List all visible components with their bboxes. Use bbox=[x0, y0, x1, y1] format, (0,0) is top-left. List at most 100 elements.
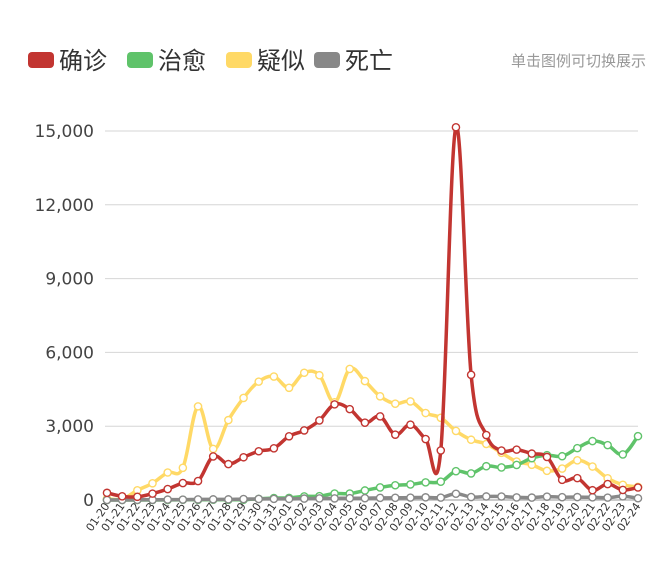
data-point[interactable] bbox=[284, 494, 294, 504]
data-point[interactable] bbox=[345, 364, 355, 374]
data-point[interactable] bbox=[557, 492, 567, 502]
data-point[interactable] bbox=[239, 494, 248, 504]
data-point[interactable] bbox=[466, 435, 476, 445]
data-point[interactable] bbox=[269, 443, 279, 453]
data-point[interactable] bbox=[299, 426, 309, 435]
data-point[interactable] bbox=[542, 452, 552, 462]
data-point[interactable] bbox=[375, 493, 385, 503]
data-point[interactable] bbox=[178, 463, 188, 473]
data-point[interactable] bbox=[390, 399, 400, 408]
data-point[interactable] bbox=[208, 495, 218, 504]
data-point[interactable] bbox=[451, 466, 461, 476]
data-point[interactable] bbox=[208, 452, 218, 461]
data-point[interactable] bbox=[390, 430, 400, 439]
data-point[interactable] bbox=[466, 370, 476, 380]
data-point[interactable] bbox=[527, 493, 537, 502]
data-point[interactable] bbox=[102, 488, 112, 498]
data-point[interactable] bbox=[588, 485, 597, 495]
data-point[interactable] bbox=[163, 468, 172, 477]
data-point[interactable] bbox=[557, 451, 567, 461]
data-point[interactable] bbox=[224, 495, 233, 504]
legend[interactable]: 确诊 治愈 疑似 死亡 bbox=[28, 47, 393, 75]
data-point[interactable] bbox=[178, 478, 188, 488]
data-point[interactable] bbox=[451, 426, 461, 436]
data-point[interactable] bbox=[512, 460, 521, 470]
data-point[interactable] bbox=[193, 495, 203, 504]
data-point[interactable] bbox=[239, 393, 248, 403]
data-point[interactable] bbox=[436, 446, 446, 455]
data-point[interactable] bbox=[315, 370, 324, 380]
data-point[interactable] bbox=[573, 473, 582, 483]
data-point[interactable] bbox=[618, 450, 628, 459]
data-point[interactable] bbox=[497, 446, 506, 455]
data-point[interactable] bbox=[315, 416, 324, 425]
data-point[interactable] bbox=[163, 484, 172, 494]
data-point[interactable] bbox=[497, 463, 506, 472]
data-point[interactable] bbox=[254, 494, 264, 504]
data-point[interactable] bbox=[375, 483, 385, 492]
data-point[interactable] bbox=[557, 464, 567, 473]
data-point[interactable] bbox=[557, 475, 567, 485]
data-point[interactable] bbox=[345, 404, 355, 414]
data-point[interactable] bbox=[406, 397, 415, 406]
data-point[interactable] bbox=[481, 430, 491, 440]
data-point[interactable] bbox=[193, 476, 203, 486]
data-point[interactable] bbox=[588, 493, 597, 502]
data-point[interactable] bbox=[481, 461, 491, 471]
data-point[interactable] bbox=[481, 492, 491, 501]
data-point[interactable] bbox=[421, 478, 430, 487]
legend-item-2[interactable]: 疑似 bbox=[226, 47, 305, 75]
data-point[interactable] bbox=[573, 455, 582, 465]
data-point[interactable] bbox=[633, 483, 643, 492]
data-point[interactable] bbox=[224, 459, 233, 469]
data-point[interactable] bbox=[633, 431, 643, 441]
data-point[interactable] bbox=[254, 377, 264, 386]
data-point[interactable] bbox=[148, 478, 157, 488]
data-point[interactable] bbox=[451, 122, 461, 132]
data-point[interactable] bbox=[117, 492, 127, 501]
data-point[interactable] bbox=[102, 495, 112, 505]
data-point[interactable] bbox=[421, 408, 430, 418]
data-point[interactable] bbox=[375, 392, 385, 401]
data-point[interactable] bbox=[390, 493, 400, 503]
data-point[interactable] bbox=[588, 436, 597, 446]
legend-item-1[interactable]: 治愈 bbox=[127, 47, 206, 75]
data-point[interactable] bbox=[284, 383, 294, 393]
data-point[interactable] bbox=[315, 494, 324, 503]
data-point[interactable] bbox=[148, 489, 157, 498]
data-point[interactable] bbox=[466, 492, 476, 502]
data-point[interactable] bbox=[360, 418, 370, 427]
data-point[interactable] bbox=[603, 493, 612, 502]
data-point[interactable] bbox=[224, 415, 233, 425]
data-point[interactable] bbox=[133, 492, 142, 502]
legend-item-0[interactable]: 确诊 bbox=[28, 47, 107, 75]
data-point[interactable] bbox=[163, 495, 172, 504]
legend-item-3[interactable]: 死亡 bbox=[314, 47, 393, 75]
data-point[interactable] bbox=[208, 444, 218, 454]
data-point[interactable] bbox=[390, 480, 400, 490]
data-point[interactable] bbox=[360, 376, 370, 386]
data-point[interactable] bbox=[618, 485, 628, 495]
data-point[interactable] bbox=[193, 402, 203, 411]
data-point[interactable] bbox=[633, 493, 643, 503]
data-point[interactable] bbox=[436, 493, 446, 502]
data-point[interactable] bbox=[436, 477, 446, 486]
data-point[interactable] bbox=[542, 492, 552, 501]
data-point[interactable] bbox=[603, 479, 612, 489]
data-point[interactable] bbox=[254, 446, 264, 456]
data-point[interactable] bbox=[239, 452, 248, 462]
data-point[interactable] bbox=[360, 486, 370, 495]
data-point[interactable] bbox=[573, 492, 582, 502]
data-point[interactable] bbox=[345, 493, 355, 503]
data-point[interactable] bbox=[466, 469, 476, 478]
data-point[interactable] bbox=[178, 495, 188, 504]
data-point[interactable] bbox=[375, 412, 385, 421]
data-point[interactable] bbox=[406, 493, 415, 502]
data-point[interactable] bbox=[284, 431, 294, 441]
data-point[interactable] bbox=[527, 449, 537, 458]
data-point[interactable] bbox=[406, 420, 415, 429]
data-point[interactable] bbox=[360, 493, 370, 503]
data-point[interactable] bbox=[421, 493, 430, 502]
data-point[interactable] bbox=[421, 434, 430, 444]
data-point[interactable] bbox=[451, 489, 461, 499]
